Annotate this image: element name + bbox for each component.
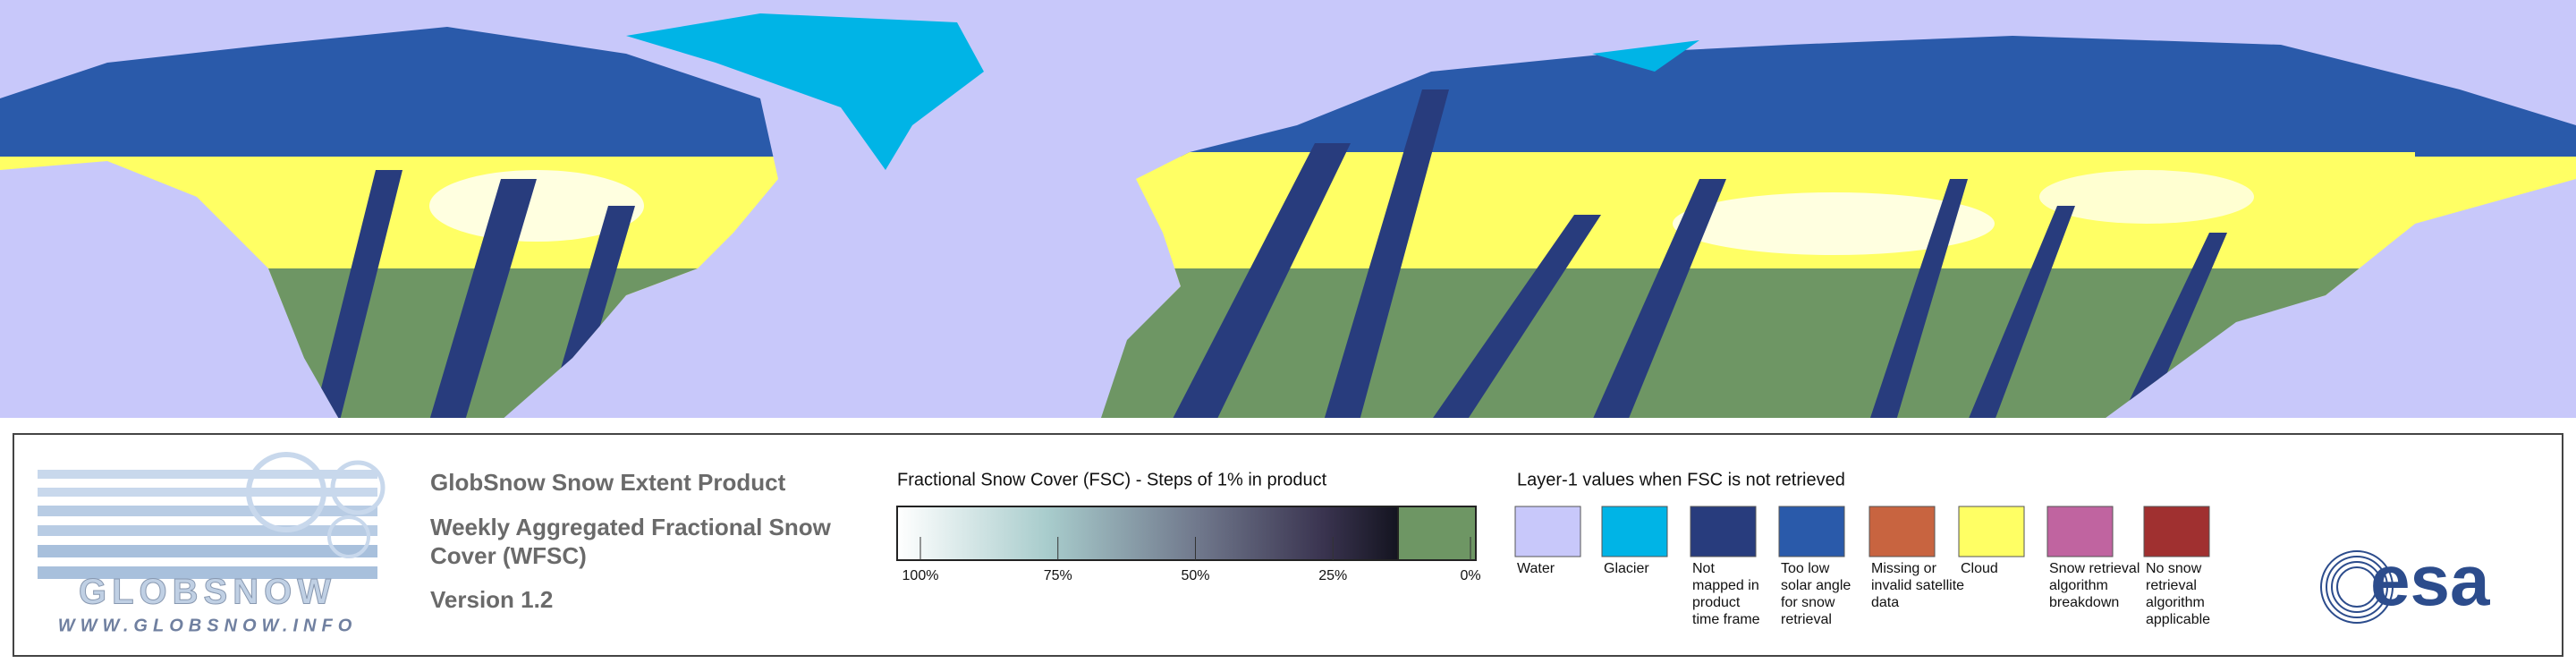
fsc-tick-label: 0% xyxy=(1460,568,1480,583)
logo-url: WWW.GLOBSNOW.INFO xyxy=(58,616,358,635)
layer1-swatch xyxy=(1690,506,1757,557)
layer1-label: time frame xyxy=(1692,612,1760,627)
layer1-label: data xyxy=(1871,595,1899,610)
product-subtitle: Weekly Aggregated Fractional Snow xyxy=(430,514,832,540)
layer1-label: product xyxy=(1692,595,1741,610)
greenland xyxy=(626,13,984,170)
fsc-legend-title: Fractional Snow Cover (FSC) - Steps of 1… xyxy=(897,470,1327,489)
layer1-swatch xyxy=(1958,506,2025,557)
layer1-label: for snow xyxy=(1781,595,1835,610)
layer1-label: Cloud xyxy=(1961,561,1998,576)
product-title: GlobSnow Snow Extent Product xyxy=(430,469,786,496)
fsc-tick-label: 25% xyxy=(1318,568,1347,583)
layer1-swatch xyxy=(1514,506,1581,557)
fsc-tick-label: 50% xyxy=(1181,568,1209,583)
layer1-swatch xyxy=(2046,506,2114,557)
layer1-label: mapped in xyxy=(1692,578,1759,593)
layer1-label: Water xyxy=(1517,561,1555,576)
layer1-label: Too low xyxy=(1781,561,1830,576)
layer1-swatch xyxy=(1868,506,1936,557)
globsnow-logo: GLOBSNOW WWW.GLOBSNOW.INFO xyxy=(38,452,386,635)
layer1-label: Not xyxy=(1692,561,1715,576)
fsc-no-snow xyxy=(1397,506,1477,561)
esa-logo: esa xyxy=(2320,540,2490,624)
layer1-label: Snow retrieval xyxy=(2049,561,2140,576)
layer1-label: invalid satellite xyxy=(1871,578,1964,593)
layer1-label: retrieval xyxy=(1781,612,1832,627)
layer1-legend-title: Layer-1 values when FSC is not retrieved xyxy=(1517,470,1845,489)
layer1-label: breakdown xyxy=(2049,595,2119,610)
product-version: Version 1.2 xyxy=(430,586,553,613)
layer1-label: solar angle xyxy=(1781,578,1851,593)
layer1-swatch xyxy=(2143,506,2210,557)
layer1-label: applicable xyxy=(2146,612,2210,627)
layer1-label: Glacier xyxy=(1604,561,1649,576)
layer1-label: retrieval xyxy=(2146,578,2197,593)
layer1-label: No snow xyxy=(2146,561,2202,576)
layer1-items: Water Glacier Not mapped in product time fram… xyxy=(1514,506,2210,627)
svalbard xyxy=(1592,40,1699,72)
layer1-label: algorithm xyxy=(2049,578,2108,593)
fsc-gradient xyxy=(896,506,1399,561)
esa-text: esa xyxy=(2370,540,2490,620)
product-subtitle: Cover (WFSC) xyxy=(430,542,587,569)
layer1-label: Missing or xyxy=(1871,561,1937,576)
fsc-tick-label: 100% xyxy=(902,568,939,583)
layer1-swatch xyxy=(1778,506,1845,557)
logo-text: GLOBSNOW xyxy=(79,573,336,612)
layer1-swatch xyxy=(1601,506,1668,557)
fsc-ticks: 100% 75% 50% 25% 0% xyxy=(902,537,1481,583)
fsc-tick-label: 75% xyxy=(1044,568,1072,583)
layer1-label: algorithm xyxy=(2146,595,2205,610)
